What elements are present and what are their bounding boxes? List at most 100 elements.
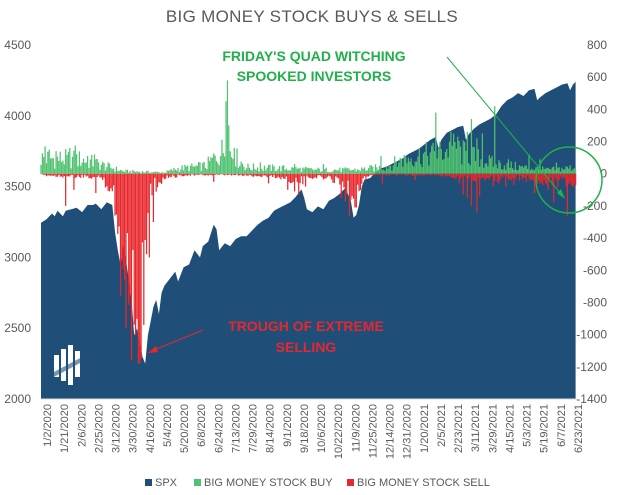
sell-bar	[150, 173, 152, 184]
sell-bar	[97, 173, 100, 176]
sell-bar	[266, 173, 268, 178]
sell-bar	[424, 173, 426, 176]
x-tick-label: 4/15/2021	[505, 404, 517, 453]
buy-bar	[195, 165, 197, 174]
buy-bar	[398, 162, 400, 174]
sell-bar	[55, 173, 57, 177]
buy-bar	[65, 149, 67, 174]
buy-bar	[81, 162, 83, 174]
sell-bar	[411, 173, 414, 176]
sell-bar	[462, 173, 464, 195]
sell-bar	[350, 173, 352, 200]
buy-bar	[543, 168, 545, 174]
buy-bar	[506, 163, 508, 174]
sell-bar	[236, 173, 238, 175]
sell-bar	[483, 173, 485, 178]
sell-bar	[167, 173, 170, 178]
sell-bar	[374, 173, 377, 175]
buy-bar	[133, 171, 135, 174]
buy-bar	[425, 142, 427, 174]
buy-bar	[503, 165, 505, 174]
buy-bar	[359, 171, 362, 174]
sell-bar	[265, 173, 267, 176]
buy-bar	[126, 169, 128, 174]
x-tick-label: 5/19/2021	[539, 404, 551, 453]
sell-bar	[511, 173, 514, 178]
buy-bar	[276, 170, 278, 174]
buy-bar	[244, 170, 246, 174]
x-tick-label: 6/7/2021	[556, 404, 568, 447]
sell-bar	[276, 173, 278, 178]
annotation-quad-witching-line2: SPOOKED INVESTORS	[237, 68, 392, 84]
buy-bar	[483, 167, 485, 174]
buy-bar	[151, 171, 153, 174]
sell-bar	[410, 173, 412, 176]
sell-bar	[422, 173, 425, 176]
sell-bar	[230, 173, 233, 176]
buy-bar	[313, 170, 315, 174]
sell-bar	[140, 173, 142, 359]
buy-bar	[450, 131, 452, 174]
buy-bar	[505, 169, 507, 174]
sell-bar	[418, 173, 420, 176]
buy-bar	[565, 166, 567, 174]
sell-bar	[369, 173, 371, 176]
buy-bar	[457, 136, 459, 174]
buy-bar	[309, 168, 311, 174]
sell-bar	[525, 173, 527, 183]
sell-bar	[485, 173, 488, 178]
buy-bar	[55, 151, 57, 174]
sell-bar	[361, 173, 363, 184]
buy-bar	[524, 165, 526, 174]
buy-bar	[69, 147, 71, 174]
legend-label-buy: BIG MONEY STOCK BUY	[204, 477, 333, 489]
sell-bar	[474, 173, 477, 182]
buy-bar	[165, 172, 167, 174]
buy-bar	[45, 163, 48, 174]
buy-bar	[361, 167, 363, 174]
sell-bar	[385, 173, 388, 176]
x-tick-label: 3/30/2020	[128, 404, 140, 453]
buy-bar	[278, 166, 281, 174]
sell-bars-layer	[40, 173, 577, 364]
buy-bar	[70, 168, 72, 174]
sell-bar	[214, 173, 216, 175]
buy-bar	[378, 165, 381, 174]
buy-bar	[387, 168, 389, 174]
buy-bar	[228, 125, 230, 174]
sell-bar	[203, 173, 205, 176]
sell-bar	[454, 173, 456, 179]
sell-bar	[458, 173, 460, 184]
sell-bar	[110, 173, 112, 189]
sell-bar	[373, 173, 375, 176]
sell-bar	[139, 173, 141, 364]
x-tick-label: 8/14/2020	[265, 404, 277, 453]
sell-bar	[182, 173, 185, 177]
sell-bar	[335, 173, 337, 177]
buy-bar	[341, 168, 344, 174]
sell-bar	[575, 173, 577, 186]
x-tick-label: 6/23/2021	[573, 404, 585, 453]
buy-bar	[481, 133, 484, 174]
sell-bar	[502, 173, 504, 178]
sell-bar	[509, 173, 511, 179]
sell-bar	[380, 173, 382, 175]
sell-bar	[540, 173, 542, 183]
sell-bar	[558, 173, 560, 181]
sell-bar	[130, 173, 133, 361]
buy-bar	[89, 159, 91, 174]
buy-bar	[326, 172, 329, 174]
buy-bar	[546, 167, 548, 174]
y-right-tick-label: -200	[583, 199, 607, 213]
sell-bar	[103, 173, 105, 178]
buy-bar	[211, 158, 213, 174]
buy-bar	[292, 167, 294, 174]
sell-bar	[337, 173, 340, 179]
sell-bar	[196, 173, 198, 175]
sell-bar	[365, 173, 367, 179]
sell-bar	[546, 173, 548, 186]
sell-bar	[490, 173, 492, 178]
buy-bar	[454, 141, 456, 174]
sell-bar	[550, 173, 552, 178]
sell-bar	[442, 173, 444, 177]
